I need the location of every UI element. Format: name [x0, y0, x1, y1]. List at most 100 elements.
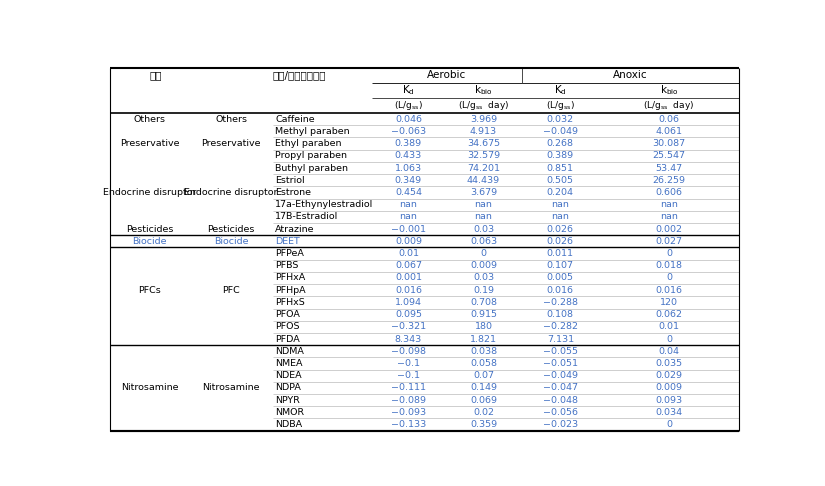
Text: nan: nan — [474, 200, 493, 209]
Text: Endocrine disruptor: Endocrine disruptor — [184, 188, 278, 197]
Text: 0.009: 0.009 — [395, 237, 422, 246]
Text: 0: 0 — [666, 249, 672, 258]
Text: 0.063: 0.063 — [470, 237, 497, 246]
Text: Ethyl paraben: Ethyl paraben — [275, 139, 342, 148]
Text: 0.02: 0.02 — [473, 408, 494, 417]
Text: 0.032: 0.032 — [547, 115, 574, 123]
Text: 0.009: 0.009 — [470, 261, 497, 270]
Text: 0.149: 0.149 — [470, 383, 497, 392]
Text: 0.016: 0.016 — [656, 286, 682, 295]
Text: −0.023: −0.023 — [543, 420, 578, 429]
Text: −0.001: −0.001 — [391, 225, 426, 234]
Text: 0.433: 0.433 — [395, 151, 422, 160]
Text: Nitrosamine: Nitrosamine — [202, 383, 260, 392]
Text: PFBS: PFBS — [275, 261, 299, 270]
Text: 0.389: 0.389 — [395, 139, 422, 148]
Text: 0.069: 0.069 — [470, 396, 497, 405]
Text: 26.259: 26.259 — [653, 176, 686, 185]
Text: −0.288: −0.288 — [543, 298, 578, 307]
Text: −0.047: −0.047 — [543, 383, 578, 392]
Text: 120: 120 — [660, 298, 678, 307]
Text: 0.093: 0.093 — [655, 396, 682, 405]
Text: 0.204: 0.204 — [547, 188, 573, 197]
Text: 1.821: 1.821 — [470, 334, 497, 344]
Text: 0.606: 0.606 — [656, 188, 682, 197]
Text: −0.089: −0.089 — [391, 396, 426, 405]
Text: 0: 0 — [666, 420, 672, 429]
Text: (L/g$_\mathregular{ss}$  day): (L/g$_\mathregular{ss}$ day) — [458, 99, 509, 112]
Text: 0.026: 0.026 — [547, 225, 573, 234]
Text: 0: 0 — [480, 249, 487, 258]
Text: (L/g$_\mathregular{ss}$  day): (L/g$_\mathregular{ss}$ day) — [644, 99, 695, 112]
Text: 53.47: 53.47 — [655, 163, 682, 173]
Text: −0.055: −0.055 — [543, 347, 578, 356]
Text: −0.056: −0.056 — [543, 408, 578, 417]
Text: 0.03: 0.03 — [473, 225, 494, 234]
Text: PFOS: PFOS — [275, 322, 299, 331]
Text: 25.547: 25.547 — [653, 151, 686, 160]
Text: 44.439: 44.439 — [467, 176, 500, 185]
Text: 0.005: 0.005 — [547, 274, 573, 282]
Text: 0.06: 0.06 — [658, 115, 680, 123]
Text: 0.011: 0.011 — [547, 249, 573, 258]
Text: 0.851: 0.851 — [547, 163, 573, 173]
Text: 0.001: 0.001 — [395, 274, 422, 282]
Text: 30.087: 30.087 — [653, 139, 686, 148]
Text: 0.708: 0.708 — [470, 298, 497, 307]
Text: 4.061: 4.061 — [656, 127, 682, 136]
Text: −0.1: −0.1 — [397, 371, 420, 380]
Text: 0.359: 0.359 — [470, 420, 497, 429]
Text: NDEA: NDEA — [275, 371, 302, 380]
Text: Methyl paraben: Methyl paraben — [275, 127, 350, 136]
Text: Anoxic: Anoxic — [613, 70, 648, 80]
Text: 32.579: 32.579 — [467, 151, 500, 160]
Text: 0.035: 0.035 — [655, 359, 682, 368]
Text: 0.009: 0.009 — [656, 383, 682, 392]
Text: 17a-Ethynylestradiol: 17a-Ethynylestradiol — [275, 200, 374, 209]
Text: (L/g$_\mathregular{ss}$): (L/g$_\mathregular{ss}$) — [394, 99, 423, 112]
Text: k$_\mathregular{bio}$: k$_\mathregular{bio}$ — [660, 84, 678, 97]
Text: 0.915: 0.915 — [470, 310, 497, 319]
Text: 0: 0 — [666, 334, 672, 344]
Text: Others: Others — [134, 115, 166, 123]
Text: −0.321: −0.321 — [391, 322, 426, 331]
Text: Pesticides: Pesticides — [207, 225, 255, 234]
Text: nan: nan — [660, 212, 678, 222]
Text: 0.01: 0.01 — [658, 322, 680, 331]
Text: −0.098: −0.098 — [391, 347, 426, 356]
Text: 7.131: 7.131 — [547, 334, 574, 344]
Text: −0.049: −0.049 — [543, 371, 578, 380]
Text: nan: nan — [660, 200, 678, 209]
Text: 0.002: 0.002 — [656, 225, 682, 234]
Text: 8.343: 8.343 — [395, 334, 422, 344]
Text: NMOR: NMOR — [275, 408, 304, 417]
Text: NDBA: NDBA — [275, 420, 302, 429]
Text: 0.03: 0.03 — [473, 274, 494, 282]
Text: Nitrosamine: Nitrosamine — [120, 383, 178, 392]
Text: 0.108: 0.108 — [547, 310, 573, 319]
Text: PFHxS: PFHxS — [275, 298, 305, 307]
Text: 0.107: 0.107 — [547, 261, 573, 270]
Text: −0.063: −0.063 — [391, 127, 426, 136]
Text: nan: nan — [474, 212, 493, 222]
Text: 0.07: 0.07 — [473, 371, 494, 380]
Text: 0: 0 — [666, 274, 672, 282]
Text: PFCs: PFCs — [138, 286, 161, 295]
Text: −0.1: −0.1 — [397, 359, 420, 368]
Text: Atrazine: Atrazine — [275, 225, 314, 234]
Text: PFHxA: PFHxA — [275, 274, 305, 282]
Text: Biocide: Biocide — [214, 237, 248, 246]
Text: −0.048: −0.048 — [543, 396, 578, 405]
Text: Others: Others — [215, 115, 247, 123]
Text: −0.282: −0.282 — [543, 322, 578, 331]
Text: 17B-Estradiol: 17B-Estradiol — [275, 212, 338, 222]
Text: 0.026: 0.026 — [547, 237, 573, 246]
Text: 0.016: 0.016 — [547, 286, 573, 295]
Text: 34.675: 34.675 — [467, 139, 500, 148]
Text: 0.01: 0.01 — [398, 249, 419, 258]
Text: 0.038: 0.038 — [470, 347, 497, 356]
Text: (L/g$_\mathregular{ss}$): (L/g$_\mathregular{ss}$) — [546, 99, 575, 112]
Text: Propyl paraben: Propyl paraben — [275, 151, 347, 160]
Text: NMEA: NMEA — [275, 359, 303, 368]
Text: PFOA: PFOA — [275, 310, 300, 319]
